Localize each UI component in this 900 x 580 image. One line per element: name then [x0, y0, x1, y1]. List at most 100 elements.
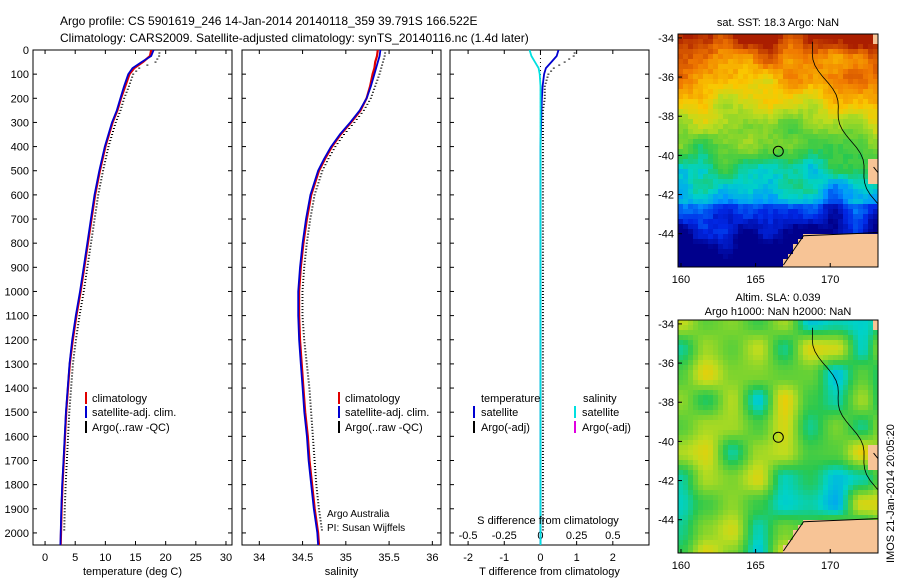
map-cell	[818, 229, 823, 234]
y-tick-label: 1600	[5, 431, 29, 443]
map-cell	[683, 139, 688, 144]
map-cell	[858, 320, 863, 325]
map-cell	[698, 169, 703, 174]
legend-title-salinity: salinity	[583, 393, 617, 405]
map-cell	[678, 350, 683, 355]
map-cell	[728, 370, 733, 375]
map-cell	[843, 320, 848, 325]
y-tick-label: 200	[11, 93, 29, 105]
map-cell	[818, 490, 823, 495]
map-cell	[718, 34, 723, 39]
map-cell	[718, 355, 723, 360]
map-cell	[703, 525, 708, 530]
map-cell	[873, 490, 878, 495]
map-cell	[738, 460, 743, 465]
map-cell	[858, 440, 863, 445]
map-cell	[748, 259, 753, 264]
map-cell	[833, 39, 838, 44]
map-cell	[783, 450, 788, 455]
map-cell	[858, 209, 863, 214]
map-cell	[763, 124, 768, 129]
map-cell	[718, 209, 723, 214]
map-cell	[853, 204, 858, 209]
map-cell	[728, 365, 733, 370]
map-cell	[738, 214, 743, 219]
map-cell	[743, 330, 748, 335]
map-cell	[698, 199, 703, 204]
map-cell	[853, 365, 858, 370]
map-cell	[808, 164, 813, 169]
map-cell	[763, 259, 768, 264]
map-cell	[813, 219, 818, 224]
map-cell	[798, 99, 803, 104]
map-cell	[733, 229, 738, 234]
map-cell	[798, 440, 803, 445]
map-cell	[803, 395, 808, 400]
map-cell	[793, 194, 798, 199]
map-cell	[728, 405, 733, 410]
map-cell	[828, 475, 833, 480]
map-cell	[833, 420, 838, 425]
map-cell	[688, 430, 693, 435]
map-cell	[858, 184, 863, 189]
map-cell	[848, 84, 853, 89]
map-cell	[738, 320, 743, 325]
map-cell	[763, 74, 768, 79]
map-cell	[828, 179, 833, 184]
map-cell	[788, 134, 793, 139]
map-cell	[873, 34, 878, 39]
map-cell	[698, 69, 703, 74]
map-cell	[753, 470, 758, 475]
map-cell	[843, 510, 848, 515]
map-cell	[818, 340, 823, 345]
map-cell	[743, 99, 748, 104]
map-cell	[868, 264, 873, 267]
map-cell	[828, 89, 833, 94]
map-cell	[873, 69, 878, 74]
map-cell	[748, 455, 753, 460]
sst-map: 160 165 170-34-36-38-40-42-44	[658, 33, 879, 286]
map-cell	[823, 400, 828, 405]
map-cell	[688, 400, 693, 405]
map-cell	[723, 545, 728, 550]
map-cell	[798, 44, 803, 49]
map-cell	[708, 375, 713, 380]
map-cell	[728, 525, 733, 530]
map-cell	[723, 550, 728, 553]
map-cell	[833, 410, 838, 415]
map-cell	[693, 144, 698, 149]
map-cell	[763, 44, 768, 49]
map-cell	[823, 480, 828, 485]
map-cell	[833, 415, 838, 420]
map-cell	[823, 550, 828, 553]
map-cell	[838, 330, 843, 335]
map-cell	[713, 465, 718, 470]
map-cell	[738, 550, 743, 553]
map-cell	[788, 154, 793, 159]
map-cell	[793, 59, 798, 64]
map-cell	[698, 229, 703, 234]
bathymetry-contour	[811, 327, 878, 491]
map-cell	[703, 239, 708, 244]
map-cell	[743, 320, 748, 325]
map-cell	[818, 380, 823, 385]
map-cell	[753, 330, 758, 335]
map-cell	[798, 490, 803, 495]
map-cell	[798, 49, 803, 54]
map-cell	[743, 214, 748, 219]
map-cell	[688, 159, 693, 164]
map-cell	[763, 455, 768, 460]
map-cell	[693, 219, 698, 224]
map-cell	[728, 465, 733, 470]
map-cell	[688, 455, 693, 460]
map-cell	[768, 214, 773, 219]
map-cell	[813, 249, 818, 254]
map-cell	[813, 385, 818, 390]
map-cell	[863, 345, 868, 350]
map-cell	[833, 480, 838, 485]
map-cell	[783, 525, 788, 530]
map-cell	[853, 500, 858, 505]
map-cell	[743, 149, 748, 154]
map-cell	[713, 400, 718, 405]
map-cell	[788, 405, 793, 410]
